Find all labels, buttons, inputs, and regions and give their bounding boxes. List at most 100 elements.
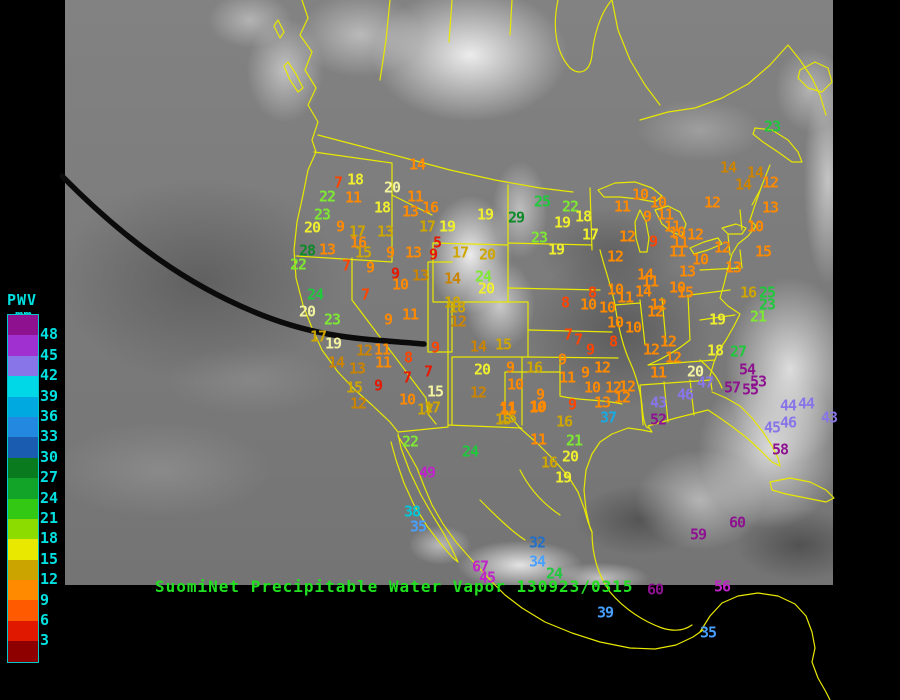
station-value: 23 <box>313 205 331 224</box>
station-value: 23 <box>530 228 548 247</box>
station-value: 10 <box>649 193 667 212</box>
station-value: 39 <box>596 603 614 622</box>
station-value: 15 <box>354 243 372 262</box>
station-value: 12 <box>649 295 667 314</box>
station-value: 47 <box>696 373 714 392</box>
station-value: 8 <box>608 332 618 351</box>
station-value: 46 <box>779 413 797 432</box>
station-value: 9 <box>365 258 375 277</box>
station-value: 60 <box>646 580 664 599</box>
station-value: 15 <box>345 378 363 397</box>
station-value: 16 <box>421 198 439 217</box>
station-value: 11 <box>498 400 516 419</box>
station-value: 13 <box>348 359 366 378</box>
station-value: 11 <box>649 363 667 382</box>
legend-swatch <box>8 355 38 377</box>
station-value: 14 <box>746 163 764 182</box>
legend-swatch <box>8 478 38 499</box>
station-value: 18 <box>448 298 466 317</box>
station-value: 23 <box>763 117 781 136</box>
legend-swatch <box>8 416 38 438</box>
legend-label: 24 <box>40 488 59 507</box>
station-value: 14 <box>469 337 487 356</box>
station-value: 35 <box>699 623 717 642</box>
legend-label: 36 <box>40 407 59 425</box>
station-value: 13 <box>678 262 696 281</box>
legend-swatch <box>8 518 38 540</box>
station-value: 11 <box>616 288 634 307</box>
station-value: 16 <box>525 358 543 377</box>
station-value: 14 <box>408 155 426 174</box>
legend-label: 15 <box>40 549 59 568</box>
station-value: 16 <box>555 412 573 431</box>
plot-title: SuomiNet Precipitable Water Vapor 130923… <box>155 577 634 596</box>
station-value: 12 <box>449 312 467 331</box>
station-value: 18 <box>346 170 364 189</box>
station-value: 9 <box>642 207 652 226</box>
station-value: 10 <box>579 295 597 314</box>
station-value: 17 <box>418 217 436 236</box>
legend-swatch <box>8 437 38 458</box>
station-value: 7 <box>333 173 343 192</box>
station-value: 14 <box>443 269 461 288</box>
station-value: 17 <box>581 225 599 244</box>
station-value: 16 <box>349 233 367 252</box>
legend-swatch <box>8 376 38 397</box>
station-value: 17 <box>451 243 469 262</box>
station-value: 23 <box>323 310 341 329</box>
station-value: 9 <box>585 340 595 359</box>
station-value: 53 <box>749 372 767 391</box>
station-value: 16 <box>739 283 757 302</box>
station-value: 22 <box>289 255 307 274</box>
station-value: 11 <box>401 305 419 324</box>
legend-swatch <box>8 335 38 356</box>
station-value: 14 <box>719 158 737 177</box>
station-value: 18 <box>706 341 724 360</box>
station-value: 13 <box>411 266 429 285</box>
legend-colorbar <box>7 314 39 663</box>
station-value: 11 <box>344 188 362 207</box>
station-value: 45 <box>478 568 496 587</box>
station-value: 9 <box>383 310 393 329</box>
station-value: 20 <box>561 447 579 466</box>
station-value: 15 <box>494 410 512 429</box>
station-value: 9 <box>580 363 590 382</box>
station-value: 19 <box>438 217 456 236</box>
station-value: 12 <box>604 378 622 397</box>
station-value: 14 <box>636 265 654 284</box>
station-value: 12 <box>761 173 779 192</box>
station-value: 5 <box>432 233 442 252</box>
station-value: 12 <box>664 348 682 367</box>
legend-label: 45 <box>40 345 59 364</box>
station-value: 58 <box>771 440 789 459</box>
station-value: 10 <box>583 378 601 397</box>
station-value: 17 <box>423 398 441 417</box>
station-value: 44 <box>797 394 815 413</box>
legend-label: 18 <box>40 529 59 548</box>
station-value: 12 <box>659 332 677 351</box>
station-value: 13 <box>401 202 419 221</box>
station-value: 12 <box>593 358 611 377</box>
station-value: 54 <box>738 360 756 379</box>
station-value: 24 <box>461 442 479 461</box>
station-value: 11 <box>406 187 424 206</box>
station-value: 9 <box>430 338 440 357</box>
station-value: 52 <box>649 410 667 429</box>
station-value: 12 <box>646 302 664 321</box>
station-value: 10 <box>506 375 524 394</box>
station-value: 20 <box>298 302 316 321</box>
station-value: 10 <box>398 390 416 409</box>
station-value: 13 <box>318 240 336 259</box>
station-value: 11 <box>656 205 674 224</box>
station-value: 28 <box>298 241 316 260</box>
station-value: 10 <box>746 217 764 236</box>
legend-swatch <box>8 600 38 621</box>
legend-label: 21 <box>40 509 59 527</box>
station-value: 10 <box>391 275 409 294</box>
station-value: 7 <box>573 330 583 349</box>
legend-swatch <box>8 559 38 581</box>
station-value: 13 <box>404 243 422 262</box>
station-value: 12 <box>618 377 636 396</box>
legend-label: 3 <box>40 631 50 650</box>
